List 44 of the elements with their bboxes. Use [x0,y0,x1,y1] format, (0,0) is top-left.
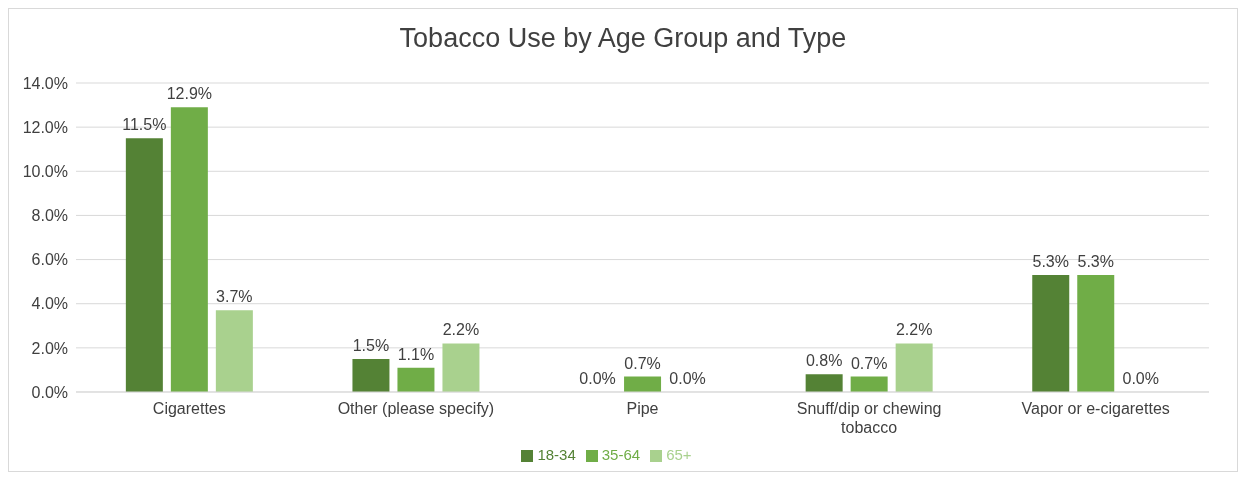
x-tick-label: Snuff/dip or chewing tobacco [796,400,942,436]
legend-label: 35-64 [601,446,641,463]
data-label: 1.5% [352,336,390,354]
bar [624,376,662,392]
data-label: 0.0% [669,369,706,387]
y-tick-label: 2.0% [31,339,68,357]
x-tick-label: Other (please specify) [337,400,495,417]
y-tick-label: 12.0% [22,118,68,136]
bar [397,367,435,392]
y-tick-label: 10.0% [22,162,68,180]
bar [850,376,888,392]
chart-title: Tobacco Use by Age Group and Type [398,23,848,55]
data-label: 0.0% [1122,369,1159,387]
data-label: 0.8% [805,352,843,370]
y-tick-label: 0.0% [31,383,68,401]
bar [442,343,480,392]
bar [125,138,163,392]
data-label: 2.2% [895,321,933,339]
data-label: 11.5% [122,116,167,134]
x-tick-label: Pipe [626,400,659,417]
data-label: 5.3% [1032,253,1069,271]
data-label: 0.0% [579,369,616,387]
data-label: 0.7% [850,354,888,372]
data-label: 5.3% [1077,253,1114,271]
data-label: 3.7% [216,288,253,306]
y-tick-label: 8.0% [31,207,68,225]
legend-label: 18-34 [537,446,576,463]
x-tick-label: Cigarettes [152,400,226,417]
legend-label: 65+ [666,446,692,463]
data-label: 1.1% [397,345,435,363]
data-label: 2.2% [442,321,480,339]
y-tick-label: 4.0% [31,295,68,313]
bar [215,310,253,392]
data-label: 12.9% [166,85,213,103]
y-tick-label: 14.0% [22,74,68,92]
bar [1032,275,1070,392]
y-tick-label: 6.0% [31,251,68,269]
bar [1077,275,1115,392]
bar [895,343,933,392]
x-tick-label: Vapor or e-cigarettes [1021,400,1170,417]
data-label: 0.7% [624,354,661,372]
bar [805,374,843,392]
bar [170,107,208,392]
bar [352,358,390,392]
